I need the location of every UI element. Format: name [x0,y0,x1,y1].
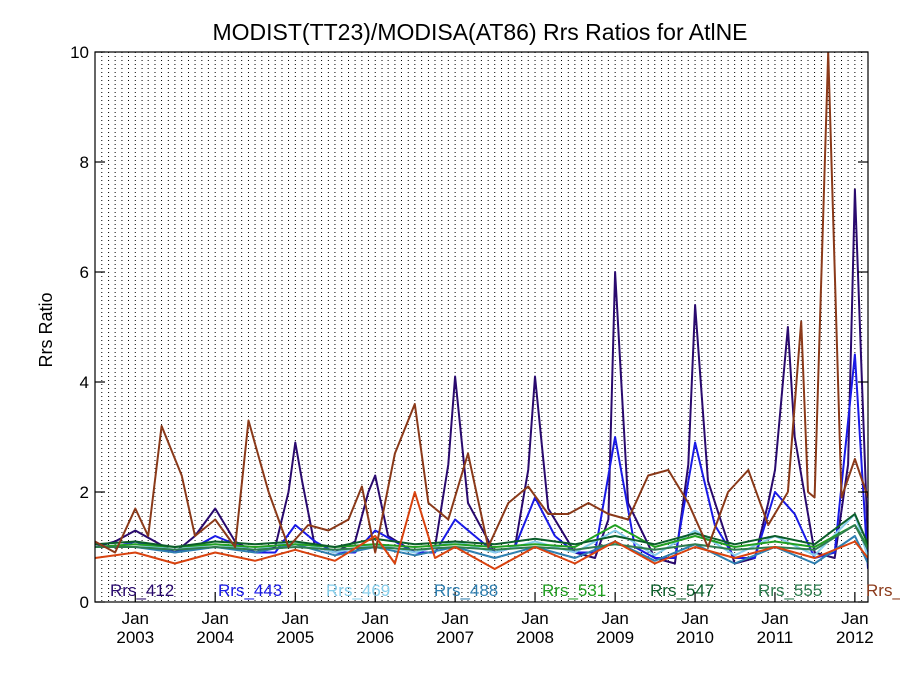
chart-title: MODIST(TT23)/MODISA(AT86) Rrs Ratios for… [212,19,747,45]
plot-frame [94,51,869,603]
series-line-rrs-547 [95,513,868,548]
x-tick-month-label: Jan [681,609,708,628]
x-tick-year-label: 2011 [757,628,794,647]
x-tick-year-label: 2003 [116,628,154,647]
series-lines [95,52,868,570]
legend-entry-rrs-645: Rrs_645 [866,581,900,600]
x-tick-year-label: 2012 [836,628,874,647]
y-tick-label: 8 [80,153,89,172]
legend-entry-rrs-412: Rrs_412 [110,581,174,600]
series-line-rrs-667 [95,491,868,570]
x-tick-year-label: 2004 [196,628,234,647]
series-line-rrs-645 [95,52,868,554]
legend-entry-rrs-547: Rrs_547 [650,581,714,600]
x-tick-month-label: Jan [761,609,788,628]
x-tick-year-label: 2005 [276,628,314,647]
y-tick-label: 10 [70,43,89,62]
y-tick-label: 2 [80,483,89,502]
legend-entry-rrs-531: Rrs_531 [542,581,606,600]
y-tick-label: 4 [80,373,89,392]
y-tick-label: 0 [80,593,89,612]
legend-entry-rrs-555: Rrs_555 [758,581,822,600]
series-line-rrs-531 [95,524,868,548]
y-axis-label: Rrs Ratio [36,292,56,367]
x-tick-year-label: 2006 [356,628,394,647]
x-tick-month-label: Jan [521,609,548,628]
series-line-rrs-555 [95,524,868,551]
legend-entry-rrs-443: Rrs_443 [218,581,282,600]
legend-entry-rrs-488: Rrs_488 [434,581,498,600]
y-axis: 0 2 4 6 8 10 [70,43,868,612]
x-tick-month-label: Jan [362,609,389,628]
legend: Rrs_412 Rrs_443 Rrs_469 Rrs_488 Rrs_531 Rrs_5… [110,581,900,600]
x-tick-month-label: Jan [601,609,628,628]
x-tick-year-label: 2010 [676,628,714,647]
x-tick-month-label: Jan [282,609,309,628]
y-tick-label: 6 [80,263,89,282]
x-tick-month-label: Jan [201,609,228,628]
x-tick-month-label: Jan [122,609,149,628]
x-tick-month-label: Jan [441,609,468,628]
legend-entry-rrs-469: Rrs_469 [326,581,390,600]
x-axis: Jan2003Jan2004Jan2005Jan2006Jan2007Jan20… [116,592,874,647]
x-tick-year-label: 2008 [516,628,554,647]
x-tick-month-label: Jan [841,609,868,628]
x-tick-year-label: 2009 [596,628,634,647]
x-tick-year-label: 2007 [436,628,474,647]
